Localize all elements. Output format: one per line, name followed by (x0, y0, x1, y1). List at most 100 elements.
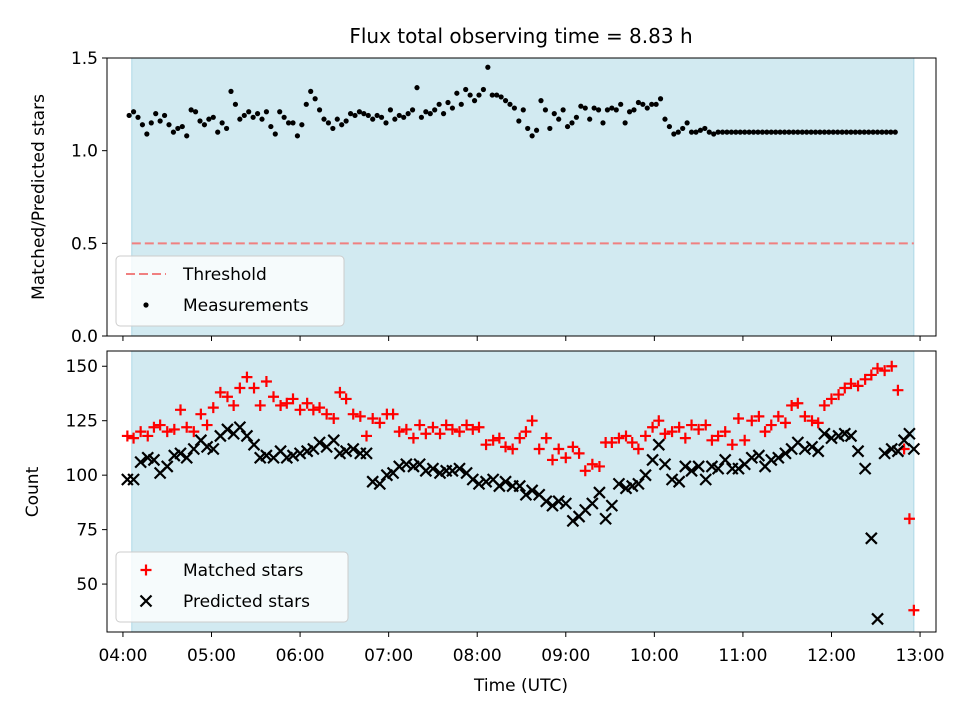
measurementspoint (201, 122, 208, 128)
measurementspoint (569, 120, 575, 126)
matched-starspoint (739, 434, 751, 446)
matched-starspoint (168, 423, 180, 435)
matched-starspoint (620, 430, 632, 442)
matched-starspoint (779, 417, 791, 429)
matched-starspoint (553, 443, 565, 455)
measurementspoint (418, 114, 425, 120)
measurementspoint (210, 114, 216, 120)
matched-starspoint (161, 426, 173, 438)
measurementspoint (560, 107, 566, 113)
matched-starspoint (726, 439, 738, 451)
predicted-starspoint (499, 475, 512, 488)
measurementspoint (449, 105, 456, 111)
matched-starspoint (639, 430, 651, 442)
measurementspoint (777, 129, 783, 135)
matched-starspoint (526, 415, 538, 427)
matched-starspoint (903, 513, 915, 525)
matched-starspoint (706, 434, 718, 446)
matched-starspoint (546, 454, 558, 466)
measurementspoint (511, 105, 518, 111)
matched-starspoint (414, 419, 426, 431)
measurementspoint (640, 101, 646, 107)
predicted-starspoint (593, 486, 606, 499)
matched-starspoint (908, 604, 920, 616)
predicted-starspoint (426, 462, 440, 475)
measurementspoint (197, 118, 203, 124)
matched-starspoint (859, 373, 871, 385)
x-tick-label: 13:00 (896, 646, 945, 666)
measurementspoint (259, 116, 265, 122)
measurementspoint (334, 116, 340, 122)
bottom-y-tick-label: 150 (66, 357, 98, 377)
measurementspoint (892, 129, 898, 135)
matched-starspoint (434, 428, 446, 440)
matched-starspoint (686, 419, 698, 431)
legend-label: Predicted stars (183, 592, 310, 612)
predicted-starspoint (805, 440, 819, 454)
matched-starspoint (281, 397, 293, 409)
measurementspoint (759, 129, 766, 135)
measurementspoint (883, 129, 890, 135)
matched-starspoint (241, 371, 253, 383)
predicted-starspoint (366, 475, 379, 488)
bottom-y-tick-label: 75 (76, 521, 98, 541)
matched-starspoint (586, 458, 598, 470)
matched-starspoint (833, 389, 845, 401)
measurementspoint (626, 109, 633, 115)
predicted-starspoint (134, 455, 147, 469)
bottom-axes-frame (106, 350, 937, 633)
measurementspoint (688, 129, 695, 135)
predicted-starspoint (844, 429, 858, 443)
predicted-starspoint (472, 477, 486, 491)
measurementspoint (542, 107, 549, 113)
predicted-starspoint (373, 477, 387, 491)
measurementspoint (680, 125, 686, 132)
measurementspoint (843, 129, 850, 135)
bottom-legend-box (115, 551, 349, 623)
measurementspoint (795, 129, 801, 135)
measurementspoint (175, 125, 181, 132)
matched-starspoint (533, 443, 545, 455)
predicted-starspoint (871, 612, 884, 626)
matched-starspoint (507, 443, 519, 455)
measurementspoint (268, 123, 274, 130)
top-y-tick-label: 1.0 (71, 142, 98, 162)
matched-starspoint (454, 426, 466, 438)
predicted-starspoint (187, 442, 201, 456)
x-tick-label: 08:00 (453, 646, 502, 666)
measurementspoint (507, 101, 513, 107)
predicted-starspoint (240, 429, 254, 443)
measurementspoint (232, 101, 239, 107)
predicted-starspoint (419, 464, 433, 478)
predicted-starspoint (672, 475, 686, 488)
predicted-starspoint (519, 488, 533, 502)
measurementspoint (520, 107, 526, 113)
matched-starspoint (753, 410, 765, 422)
predicted-starspoint (764, 453, 778, 467)
measurementspoint (737, 129, 743, 135)
measurementspoint (179, 123, 185, 130)
predicted-starspoint (858, 462, 872, 475)
measurementspoint (684, 120, 690, 126)
measurementspoint (432, 107, 438, 113)
matched-starspoint (334, 386, 346, 398)
predicted-starspoint (346, 442, 360, 456)
measurementspoint (604, 107, 611, 113)
matched-starspoint (228, 399, 240, 411)
measurementspoint (595, 107, 602, 113)
matched-starspoint (287, 393, 299, 405)
predicted-starspoint (525, 484, 539, 497)
measurementspoint (564, 123, 571, 130)
matched-starspoint (799, 410, 811, 422)
measurementspoint (874, 129, 881, 135)
matched-starspoint (647, 421, 659, 433)
matched-starspoint (400, 423, 412, 435)
measurementspoint (436, 101, 442, 107)
measurementspoint (556, 116, 562, 122)
matched-starspoint (407, 432, 419, 444)
measurementspoint (285, 120, 292, 126)
measurementspoint (383, 120, 389, 126)
measurementspoint (148, 120, 154, 126)
predicted-starspoint (865, 532, 878, 545)
measurementspoint (653, 101, 659, 107)
